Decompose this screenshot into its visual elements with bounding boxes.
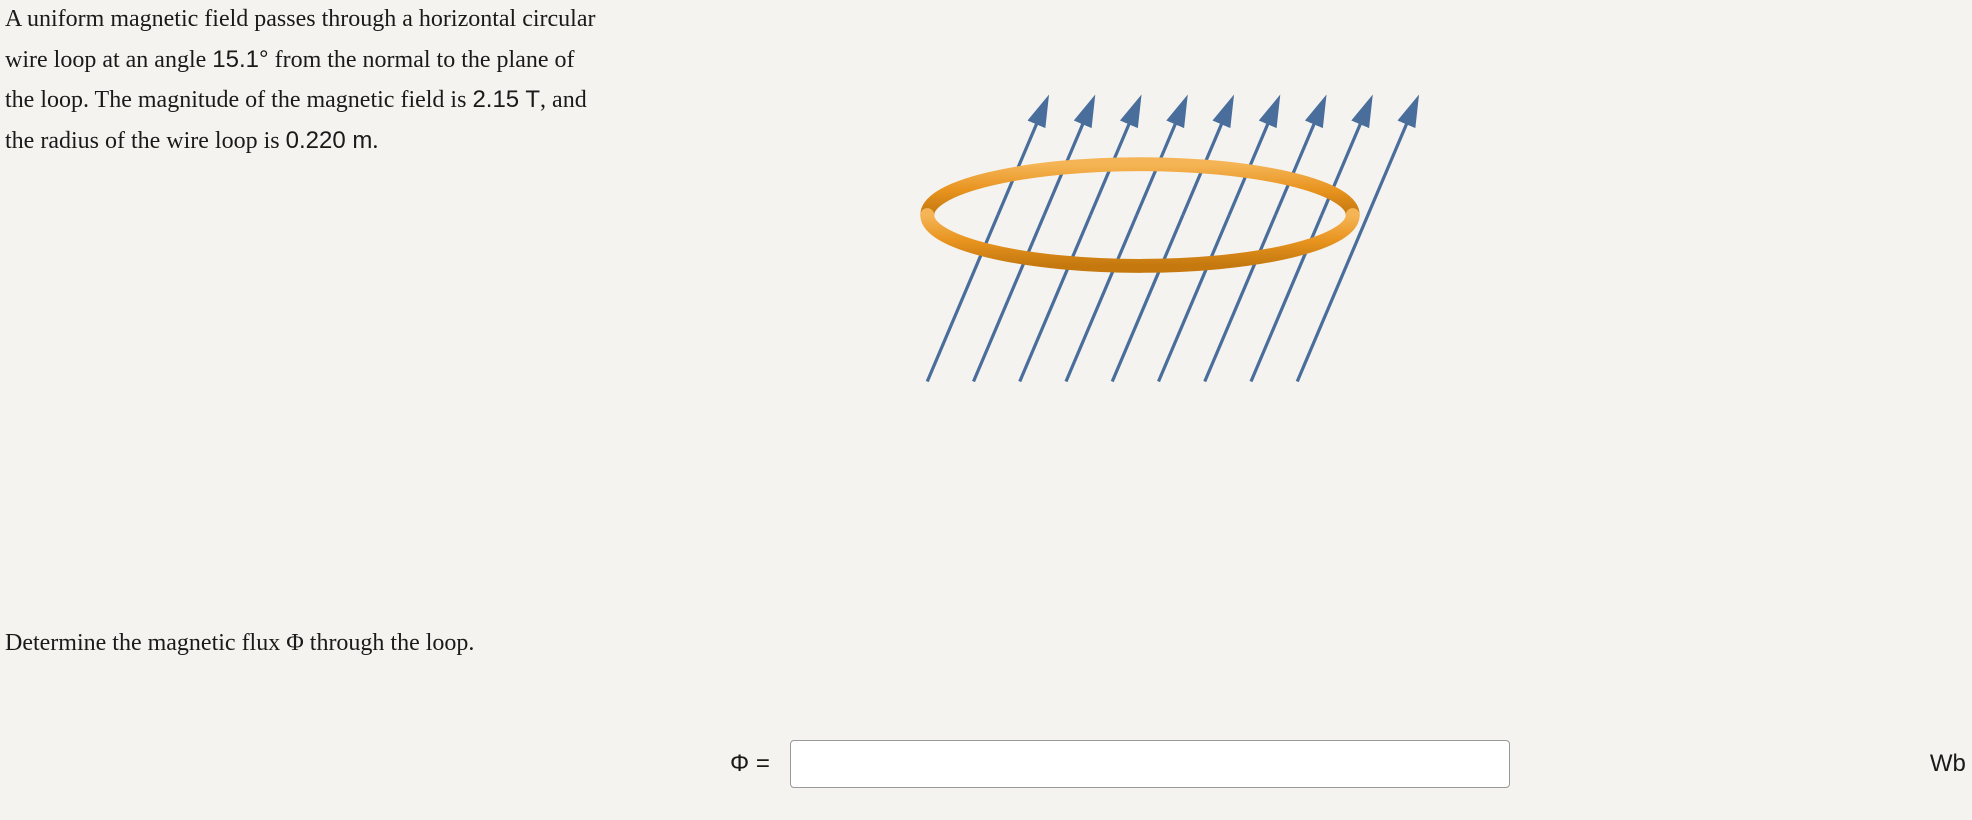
text-line-1: A uniform magnetic field passes through …: [5, 6, 595, 32]
wire-loop-front: [927, 215, 1353, 266]
text-line-4-pre: the radius of the wire loop is: [5, 128, 286, 154]
text-line-3-pre: the loop. The magnitude of the magnetic …: [5, 87, 472, 113]
field-lines-back: [998, 101, 1370, 215]
radius-value: 0.220 m: [286, 127, 373, 154]
magnetic-flux-diagram: [850, 30, 1430, 400]
field-lines-front: [927, 101, 1416, 382]
phi-symbol-label: Φ =: [730, 750, 770, 778]
question-prompt: Determine the magnetic flux Φ through th…: [5, 630, 474, 657]
text-line-3-post: , and: [540, 87, 587, 113]
answer-region: Φ = Wb: [730, 740, 1966, 788]
flux-answer-input[interactable]: [790, 740, 1510, 788]
problem-statement: A uniform magnetic field passes through …: [5, 0, 725, 161]
text-line-2-post: from the normal to the plane of: [269, 47, 575, 73]
text-line-2-pre: wire loop at an angle: [5, 47, 212, 73]
field-value: 2.15 T: [472, 86, 540, 113]
unit-label: Wb: [1930, 750, 1966, 778]
angle-value: 15.1°: [212, 46, 268, 73]
text-line-4-post: .: [372, 128, 378, 154]
